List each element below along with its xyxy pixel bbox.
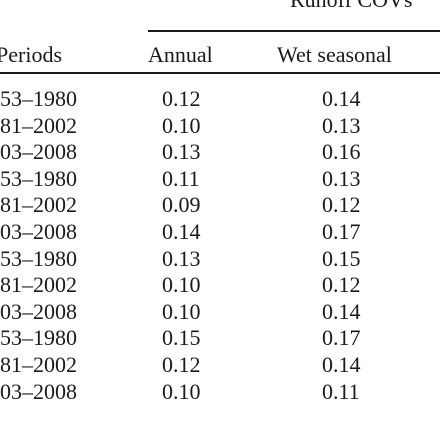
wet-seasonal-cov-cell: 0.12: [322, 192, 361, 218]
table-row: 1981–2002 0.10 0.12: [0, 272, 440, 298]
period-cell: 1953–1980: [0, 165, 77, 191]
period-cell: 1953–1980: [0, 325, 77, 351]
wet-seasonal-cov-cell: 0.16: [322, 139, 361, 165]
period-cell: 1953–1980: [0, 86, 77, 111]
table-row: 2003–2008 0.14 0.17: [0, 219, 440, 245]
period-cell: 2003–2008: [0, 298, 77, 324]
annual-cov-cell: 0.12: [162, 86, 201, 111]
wet-seasonal-cov-cell: 0.13: [322, 165, 361, 191]
annual-cov-cell: 0.13: [162, 245, 201, 271]
table-row: 1953–1980 0.15 0.17: [0, 325, 440, 351]
period-cell: 1953–1980: [0, 245, 77, 271]
wet-seasonal-cov-cell: 0.11: [322, 378, 360, 404]
wet-seasonal-cov-cell: 0.14: [322, 86, 361, 111]
period-cell: 1981–2002: [0, 112, 77, 138]
group-header-runoff-covs: Runoff COVs: [290, 0, 412, 13]
wet-seasonal-cov-cell: 0.15: [322, 245, 361, 271]
column-header-annual: Annual: [148, 42, 213, 67]
table-row: 1981–2002 0.10 0.13: [0, 113, 440, 139]
table-row: 1953–1980 0.13 0.15: [0, 246, 440, 272]
period-cell: 1981–2002: [0, 272, 77, 298]
annual-cov-cell: 0.11: [162, 165, 200, 191]
table-row: 2003–2008 0.13 0.16: [0, 139, 440, 165]
wet-seasonal-cov-cell: 0.12: [322, 272, 361, 298]
column-header-wet-seasonal: Wet seasonal: [277, 42, 392, 67]
wet-seasonal-cov-cell: 0.17: [322, 219, 361, 244]
annual-cov-cell: 0.13: [162, 139, 201, 165]
table-row: 2003–2008 0.10 0.11: [0, 379, 440, 405]
annual-cov-cell: 0.14: [162, 219, 201, 244]
period-cell: 2003–2008: [0, 139, 77, 165]
annual-cov-cell: 0.09: [162, 192, 201, 218]
annual-cov-cell: 0.10: [162, 112, 201, 138]
period-cell: 1981–2002: [0, 192, 77, 218]
annual-cov-cell: 0.10: [162, 378, 201, 404]
wet-seasonal-cov-cell: 0.14: [322, 298, 361, 324]
period-cell: 1981–2002: [0, 352, 77, 377]
period-cell: 2003–2008: [0, 219, 77, 244]
annual-cov-cell: 0.10: [162, 298, 201, 324]
wet-seasonal-cov-cell: 0.17: [322, 325, 361, 351]
table-row: 1981–2002 0.09 0.12: [0, 192, 440, 218]
column-header-periods: Periods: [0, 42, 62, 67]
wet-seasonal-cov-cell: 0.14: [322, 352, 361, 377]
table-row: 2003–2008 0.10 0.14: [0, 299, 440, 325]
group-header-rule: [148, 30, 440, 32]
annual-cov-cell: 0.12: [162, 352, 201, 377]
annual-cov-cell: 0.10: [162, 272, 201, 298]
table-row: 1953–1980 0.12 0.14: [0, 86, 440, 112]
wet-seasonal-cov-cell: 0.13: [322, 112, 361, 138]
header-rule: [0, 72, 440, 74]
table-row: 1981–2002 0.12 0.14: [0, 352, 440, 378]
annual-cov-cell: 0.15: [162, 325, 201, 351]
table-row: 1953–1980 0.11 0.13: [0, 166, 440, 192]
period-cell: 2003–2008: [0, 378, 77, 404]
